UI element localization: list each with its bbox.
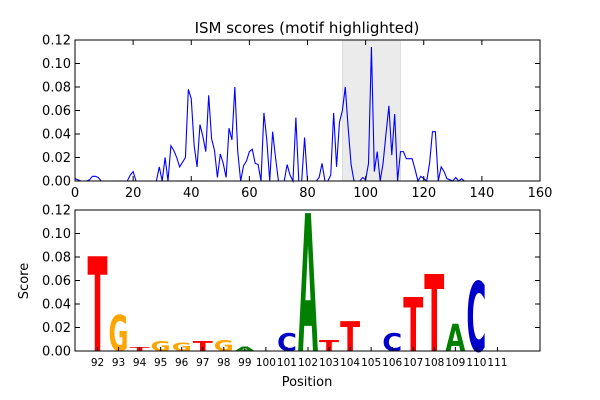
logo-x-tick-label: 101 [277,357,297,369]
ism-x-axis: 0 20 40 60 80 100 120 140 160 [71,40,553,201]
logo-x-tick-label: 92 [91,357,104,369]
logo-x-tick-label: 100 [256,357,276,369]
logo-letter: T [340,312,360,360]
logo-letter: G [109,305,129,363]
logo-letter: T [424,254,444,376]
logo-letter: C [277,329,297,358]
ism-x-tick-label: 40 [183,186,200,201]
logo-letter-glyph: C [382,329,402,358]
logo-y-tick-label: 0.06 [42,274,71,289]
logo-letter: T [319,338,339,355]
logo-x-label: Position [282,375,333,390]
ism-y-tick-label: 0.02 [42,151,71,166]
logo-letter: G [214,338,234,355]
ism-x-tick-label: 20 [125,186,142,201]
logo-x-tick-label: 99 [238,357,251,369]
logo-letter-glyph: T [319,338,339,355]
logo-letter-glyph: C [466,264,486,374]
logo-letter: T [403,283,423,369]
logo-x-tick-label: 108 [424,357,444,369]
ism-y-tick-label: 0.00 [42,175,71,190]
logo-y-axis: 0.00 0.02 0.04 0.06 0.08 0.10 0.12 [42,204,540,360]
ism-panel: ISM scores (motif highlighted) 0.000.020… [42,19,552,201]
ism-x-tick-label: 100 [353,186,378,201]
ism-x-tick-label: 0 [71,186,79,201]
logo-x-tick-label: 103 [319,357,339,369]
logo-x-tick-label: 111 [487,357,507,369]
logo-letter: A [445,317,465,361]
logo-letter-glyph: G [214,338,234,355]
logo-y-tick-label: 0.04 [42,298,71,313]
logo-x-tick-label: 109 [445,357,465,369]
logo-letter-glyph: T [403,283,423,369]
ism-y-tick-label: 0.04 [42,128,71,143]
logo-letter-glyph: T [424,254,444,376]
logo-letter-glyph: C [277,329,297,358]
ism-y-tick-label: 0.08 [42,81,71,96]
logo-y-tick-label: 0.10 [42,227,71,242]
logo-letter-glyph: T [193,339,214,354]
ism-title: ISM scores (motif highlighted) [195,19,420,37]
logo-panel: TGTGGTGACATTCTTAC 0.000.020.040.060.080.… [17,177,541,397]
logo-letter-glyph: A [298,177,318,397]
ism-x-tick-label: 80 [299,186,316,201]
logo-x-tick-label: 107 [403,357,423,369]
ism-line [74,47,497,184]
logo-letter: A [298,177,318,397]
logo-letter: G [151,339,171,354]
logo-letter: C [466,264,486,374]
logo-letter: T [193,339,214,354]
logo-x-tick-label: 102 [298,357,318,369]
logo-letter: T [88,230,108,382]
logo-x-tick-label: 110 [466,357,486,369]
logo-x-tick-label: 105 [361,357,381,369]
ism-x-tick-label: 120 [411,186,436,201]
ism-plot-frame [74,39,541,182]
logo-letter-glyph: T [88,230,108,382]
logo-y-tick-label: 0.00 [42,345,71,360]
logo-y-tick-label: 0.12 [42,204,71,219]
logo-y-label: Score [17,263,32,299]
logo-x-tick-label: 104 [340,357,360,369]
ism-y-axis: 0.00 0.02 0.04 0.06 0.08 0.10 0.12 [42,34,540,190]
ism-y-tick-label: 0.10 [42,57,71,72]
logo-letter-glyph: A [445,317,465,361]
logo-x-tick-label: 95 [154,357,167,369]
logo-x-tick-label: 94 [133,357,147,369]
logo-letter-glyph: G [151,339,171,354]
logo-x-tick-label: 106 [382,357,402,369]
ism-y-tick-label: 0.06 [42,104,71,119]
logo-x-tick-label: 98 [217,357,230,369]
logo-y-tick-label: 0.08 [42,251,71,266]
logo-x-tick-label: 93 [112,357,125,369]
ism-x-tick-label: 60 [241,186,258,201]
logo-x-axis: 92 93 94 95 96 97 98 99 100 101 102 103 104 105 106 107… [91,347,507,369]
logo-letter-glyph: G [109,305,129,363]
ism-x-tick-label: 140 [469,186,494,201]
logo-x-tick-label: 96 [175,357,189,369]
logo-x-tick-label: 97 [196,357,209,369]
ism-y-tick-label: 0.12 [42,34,71,49]
ism-x-tick-label: 160 [528,186,553,201]
logo-letter-glyph: T [340,312,360,360]
logo-letter: C [382,329,402,358]
logo-y-tick-label: 0.02 [42,321,71,336]
